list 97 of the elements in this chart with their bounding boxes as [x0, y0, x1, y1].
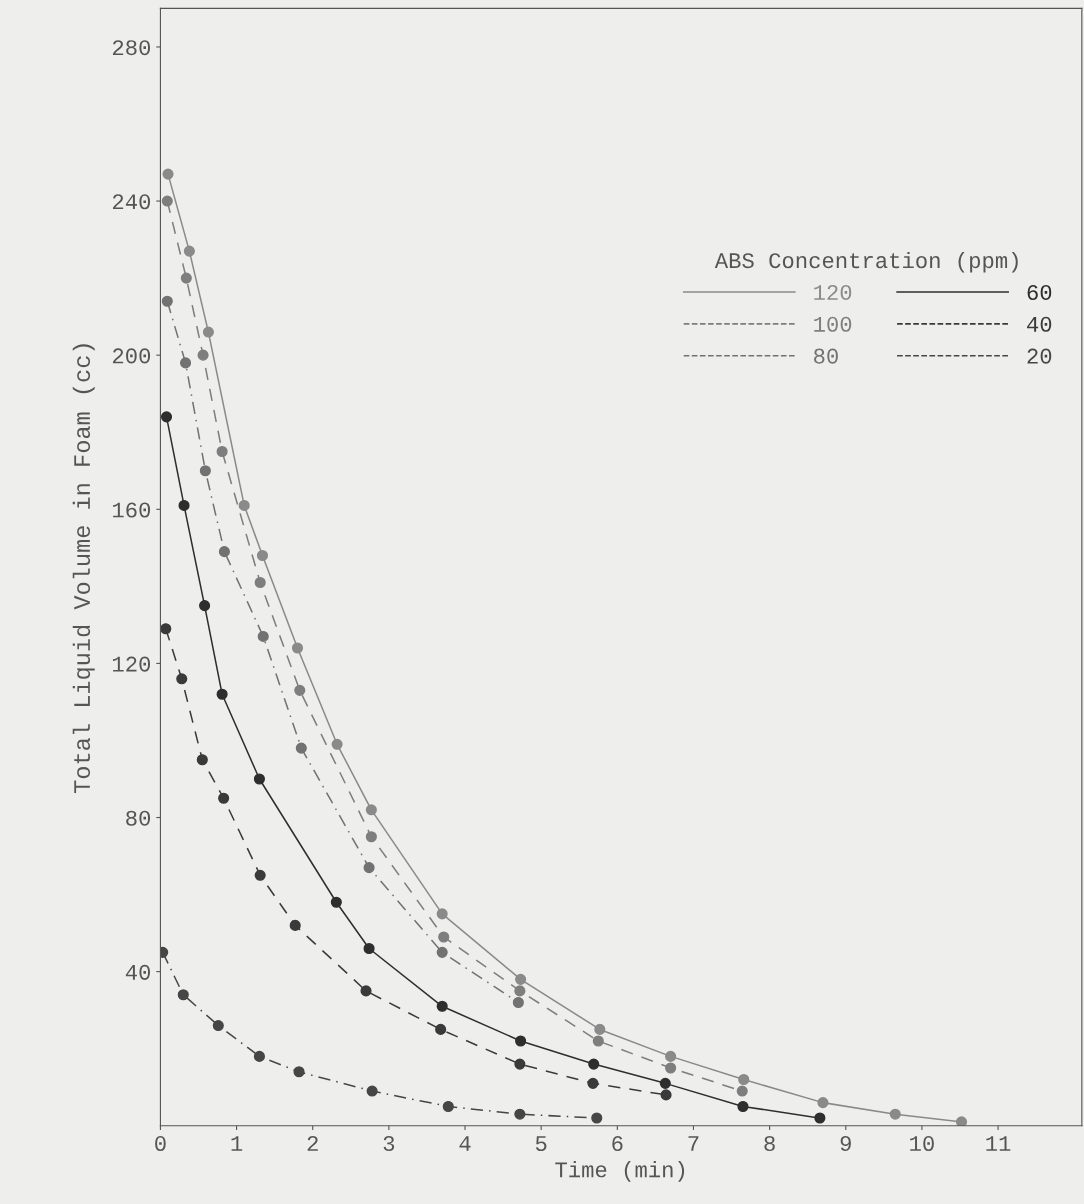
x-axis-title: Time (min)	[555, 1161, 685, 1182]
y-tick-label: 40	[125, 964, 151, 980]
point	[254, 869, 266, 881]
point	[254, 576, 266, 589]
y-tick-label: 80	[126, 810, 151, 826]
point	[817, 1097, 829, 1109]
x-tick-label: 4	[459, 1136, 471, 1151]
x-tick-label: 7	[688, 1136, 699, 1151]
point	[180, 357, 192, 369]
point	[665, 1050, 677, 1062]
point	[363, 942, 375, 955]
point	[514, 985, 526, 997]
point	[330, 896, 342, 908]
point	[436, 946, 448, 958]
point	[659, 1077, 671, 1089]
x-tick-label: 3	[383, 1136, 395, 1152]
point	[365, 831, 377, 843]
point	[738, 1073, 750, 1086]
point	[736, 1085, 748, 1097]
point	[183, 245, 195, 257]
point	[177, 989, 189, 1001]
point	[594, 1023, 606, 1035]
point	[293, 1066, 305, 1078]
x-tick-label: 0	[155, 1136, 166, 1152]
x-tick-label: 8	[764, 1136, 775, 1152]
x-tick-label: 2	[307, 1136, 318, 1151]
y-tick-label: 200	[112, 348, 151, 364]
point	[435, 1023, 447, 1035]
point	[161, 195, 173, 207]
point	[289, 919, 301, 931]
text: 80	[814, 348, 838, 364]
point	[363, 862, 375, 874]
point	[331, 738, 343, 750]
point	[442, 1100, 454, 1113]
y-tick-label: 160	[113, 502, 151, 518]
legend-title: ABS Concentration (ppm)	[714, 251, 1018, 273]
x-tick-label: 1	[231, 1136, 243, 1151]
point	[365, 804, 377, 816]
point	[216, 688, 228, 700]
point	[588, 1058, 600, 1070]
y-axis-title: Total Liquid Volume in Foam (cc)	[72, 344, 95, 793]
point	[212, 1020, 224, 1032]
point	[196, 754, 208, 766]
point	[197, 349, 209, 361]
point	[587, 1077, 599, 1089]
y-tick-label: 240	[112, 194, 151, 210]
point	[512, 996, 524, 1009]
point	[218, 792, 230, 804]
point	[955, 1116, 968, 1126]
point	[665, 1062, 677, 1074]
point	[436, 908, 448, 920]
point	[178, 499, 190, 511]
point	[202, 326, 214, 338]
point	[360, 985, 372, 997]
x-tick-label: 6	[612, 1136, 623, 1152]
point	[162, 168, 174, 180]
text: 60	[1027, 284, 1052, 301]
text: 100	[814, 316, 852, 332]
y-tick-label: 120	[113, 656, 151, 672]
point	[436, 1000, 448, 1012]
x-tick-label: 9	[840, 1136, 851, 1152]
point	[218, 546, 230, 558]
point	[160, 411, 173, 423]
point	[199, 600, 211, 612]
point	[591, 1112, 603, 1124]
point	[515, 1035, 527, 1047]
point	[216, 445, 228, 458]
point	[438, 931, 450, 943]
point	[889, 1108, 901, 1120]
point	[160, 623, 172, 635]
point	[515, 973, 527, 985]
text: 20	[1027, 348, 1052, 364]
x-tick-label: 10	[910, 1136, 934, 1152]
point	[161, 295, 173, 307]
text: 120	[814, 284, 852, 301]
x-tick-label: 11	[986, 1136, 1011, 1151]
y-tick-label: 280	[112, 40, 151, 56]
point	[253, 773, 265, 785]
x-tick-label: 5	[535, 1136, 547, 1152]
point	[660, 1089, 672, 1101]
point	[180, 272, 192, 284]
point	[238, 499, 250, 511]
point	[737, 1100, 749, 1113]
point	[814, 1112, 826, 1124]
point	[257, 630, 269, 642]
point	[294, 684, 306, 696]
point	[256, 549, 269, 562]
text: 40	[1027, 316, 1052, 332]
point	[291, 642, 304, 654]
point	[592, 1035, 604, 1047]
point	[199, 465, 211, 477]
point	[514, 1108, 526, 1120]
point	[295, 742, 307, 754]
point	[176, 673, 188, 685]
point	[253, 1050, 265, 1062]
point	[514, 1058, 526, 1070]
point	[366, 1085, 378, 1097]
